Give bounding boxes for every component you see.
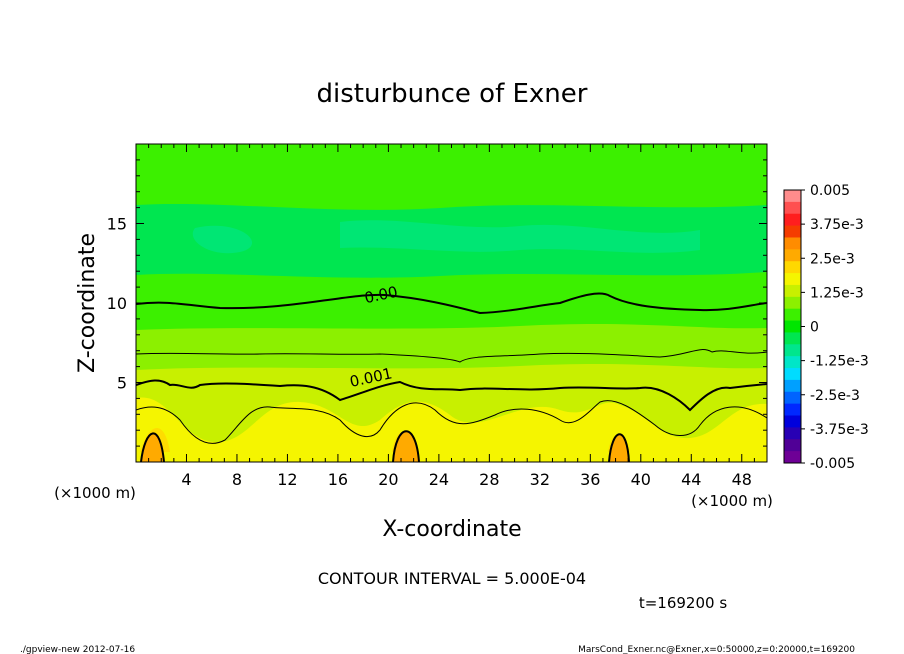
colorbar-swatch — [784, 344, 801, 357]
footer-left: ./gpview-new 2012-07-16 — [20, 645, 135, 654]
colorbar-label: 3.75e-3 — [810, 217, 864, 233]
colorbar-swatch — [784, 415, 801, 428]
contour-0.0025-c — [608, 433, 630, 462]
y-tick-label: 10 — [107, 294, 127, 313]
colorbar-swatch — [784, 451, 801, 464]
colorbar-swatch — [784, 332, 801, 345]
y-axis-label: Z-coordinate — [75, 233, 100, 373]
colorbar-swatch — [784, 320, 801, 333]
colorbar-label: -0.005 — [810, 456, 855, 472]
colorbar-swatch — [784, 237, 801, 250]
band-low-3 — [136, 397, 767, 462]
colorbar-label: -2.5e-3 — [810, 388, 860, 404]
colorbar-label: -1.25e-3 — [810, 354, 869, 370]
colorbar-swatch — [784, 296, 801, 310]
y-tick-label: 15 — [107, 215, 127, 234]
colorbar-swatch — [784, 379, 801, 393]
colorbar-swatch — [784, 213, 801, 227]
x-tick-label: 32 — [530, 470, 550, 489]
colorbar-swatch — [784, 261, 801, 274]
x-tick-label: 48 — [732, 470, 752, 489]
contour-0.001 — [136, 379, 767, 412]
colorbar-swatch — [784, 368, 801, 381]
contour-0.0025-a — [140, 432, 165, 462]
x-tick-label: 36 — [580, 470, 600, 489]
contour-0.0025-b — [392, 430, 420, 462]
colorbar-swatch — [784, 391, 801, 405]
contour-neg-0.0005 — [136, 349, 767, 363]
x-tick-label: 44 — [681, 470, 701, 489]
colorbar-label: 2.5e-3 — [810, 251, 855, 267]
colorbar-swatch — [784, 439, 801, 452]
x-tick-label: 4 — [181, 470, 191, 489]
colorbar-label: 0 — [810, 320, 819, 336]
x-tick-label: 28 — [479, 470, 499, 489]
x-tick-label: 16 — [328, 470, 348, 489]
chart-title: disturbunce of Exner — [317, 79, 588, 109]
footer-right: MarsCond_Exner.nc@Exner,x=0:50000,z=0:20… — [578, 645, 855, 654]
x-tick-label: 24 — [429, 470, 449, 489]
x-tick-label: 8 — [232, 470, 242, 489]
colorbar-swatch — [784, 201, 801, 215]
colorbar-swatch — [784, 273, 801, 286]
colorbar-swatch — [784, 225, 801, 238]
colorbar-swatch — [784, 403, 801, 417]
x-axis-label: X-coordinate — [382, 517, 521, 542]
contour-0 — [136, 292, 767, 315]
x-tick-label: 20 — [378, 470, 398, 489]
x-unit-right: (×1000 m) — [691, 492, 773, 510]
colorbar-label: 1.25e-3 — [810, 285, 864, 301]
colorbar: 0.005 3.75e-3 2.5e-3 1.25e-3 0 -1.25e-3 -2.5e-… — [783, 183, 869, 472]
x-unit-left: (×1000 m) — [54, 484, 136, 502]
contour-0.0015 — [136, 400, 767, 444]
colorbar-label: 0.005 — [810, 183, 850, 199]
colorbar-swatch — [784, 356, 801, 369]
contour-interval: CONTOUR INTERVAL = 5.000E-04 — [318, 569, 586, 588]
colorbar-swatch — [784, 190, 801, 203]
colorbar-swatch — [784, 284, 801, 298]
colorbar-label: -3.75e-3 — [810, 422, 869, 438]
time-label: t=169200 s — [639, 594, 727, 612]
colorbar-swatch — [784, 249, 801, 262]
y-tick-label: 5 — [117, 374, 127, 393]
band-upper-mid — [192, 220, 700, 254]
x-tick-label: 12 — [277, 470, 297, 489]
colorbar-swatch — [784, 427, 801, 440]
x-tick-label: 40 — [631, 470, 651, 489]
plot-area: 0.000.001 — [136, 144, 767, 462]
colorbar-swatch — [784, 308, 801, 322]
